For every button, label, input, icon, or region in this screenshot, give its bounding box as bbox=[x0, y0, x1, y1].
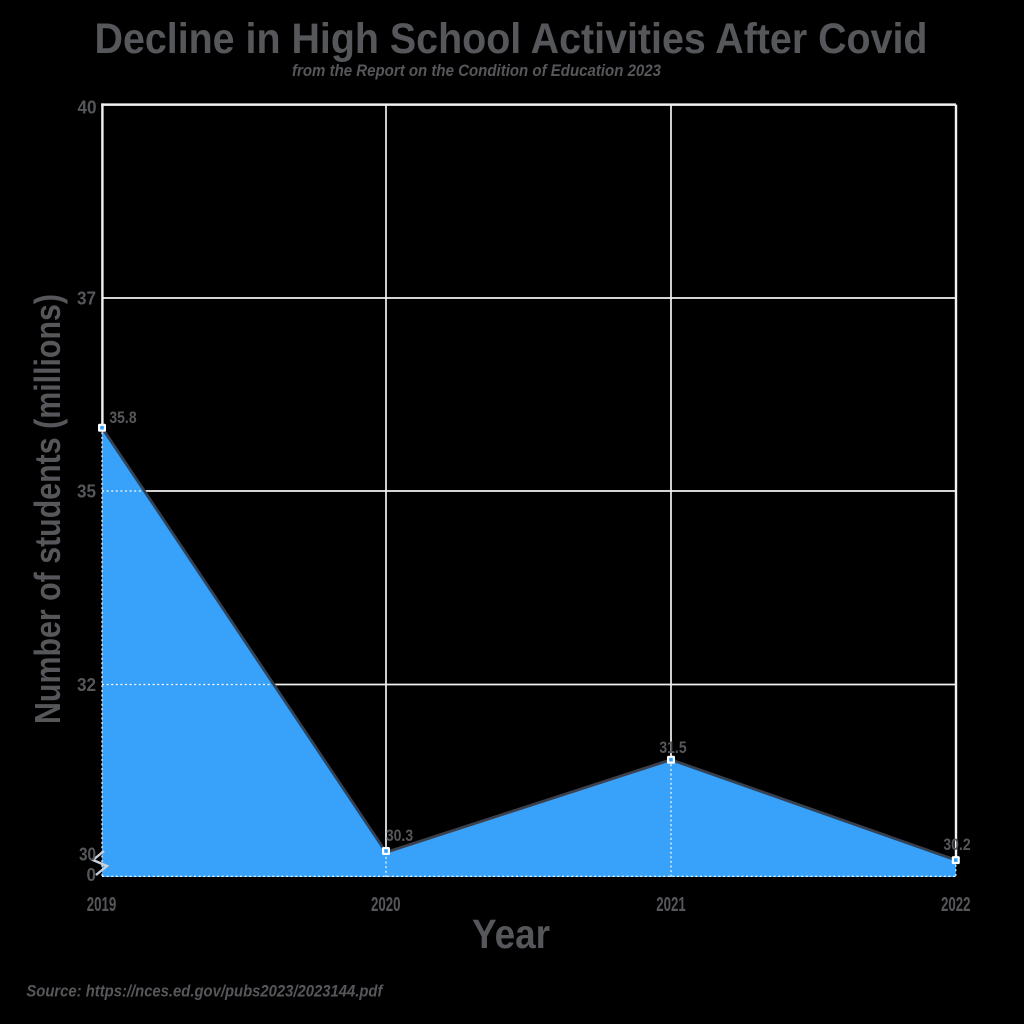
svg-text:40: 40 bbox=[78, 97, 97, 117]
svg-text:35.8: 35.8 bbox=[109, 408, 136, 427]
svg-text:Number of students (millions): Number of students (millions) bbox=[27, 294, 68, 724]
svg-text:Year: Year bbox=[472, 911, 550, 957]
svg-text:31.5: 31.5 bbox=[659, 738, 686, 757]
svg-text:2019: 2019 bbox=[87, 893, 117, 916]
svg-text:35: 35 bbox=[77, 481, 96, 501]
svg-text:2022: 2022 bbox=[941, 893, 971, 916]
svg-text:0: 0 bbox=[87, 865, 97, 885]
svg-text:30.3: 30.3 bbox=[386, 826, 413, 845]
svg-text:30: 30 bbox=[79, 845, 96, 865]
svg-text:37: 37 bbox=[77, 288, 96, 308]
svg-text:32: 32 bbox=[77, 675, 96, 695]
svg-text:2020: 2020 bbox=[371, 893, 401, 916]
svg-text:30.2: 30.2 bbox=[943, 835, 970, 854]
svg-text:Decline in High School Activit: Decline in High School Activities After … bbox=[95, 15, 928, 63]
svg-text:2021: 2021 bbox=[656, 893, 686, 916]
svg-text:from the Report on the Conditi: from the Report on the Condition of Educ… bbox=[292, 62, 661, 80]
svg-text:Source: https://nces.ed.gov/pu: Source: https://nces.ed.gov/pubs2023/202… bbox=[26, 983, 383, 1001]
